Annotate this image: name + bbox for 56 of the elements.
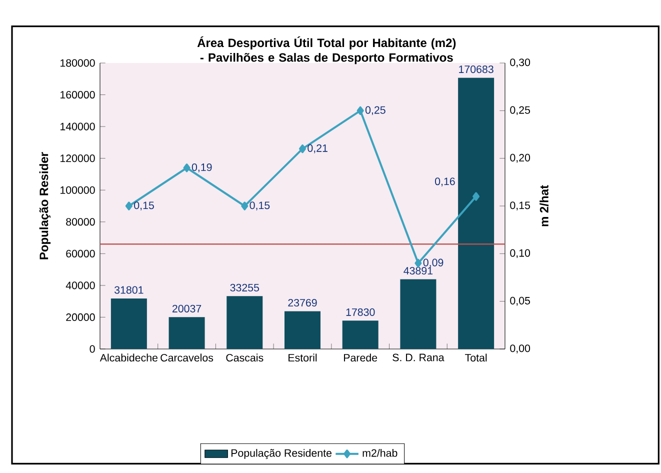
y2-axis-title: m 2/hat bbox=[540, 185, 549, 226]
y-tick-label: 80000 bbox=[66, 218, 95, 226]
point bbox=[298, 144, 306, 154]
bar bbox=[284, 311, 320, 349]
bar bbox=[400, 279, 436, 349]
x-tick-label: Parede bbox=[344, 354, 378, 362]
legend-label: m2/hab bbox=[362, 448, 398, 457]
x-tick-label: Alcabideche bbox=[100, 354, 158, 362]
y-tick-label: 100000 bbox=[60, 186, 95, 194]
y-tick-label: 60000 bbox=[66, 250, 95, 258]
y-axis-title: População Resider bbox=[39, 152, 51, 260]
bar bbox=[342, 320, 378, 349]
y2-tick-label: 0,30 bbox=[510, 58, 530, 68]
point bbox=[125, 202, 132, 210]
bar bbox=[226, 296, 263, 349]
y-tick-label: 120000 bbox=[60, 154, 95, 162]
y2-tick-label: 0,00 bbox=[510, 344, 530, 354]
data-label: 0,19 bbox=[192, 163, 212, 172]
data-label: 43891 bbox=[404, 266, 433, 275]
point bbox=[472, 192, 480, 201]
bar bbox=[110, 298, 147, 349]
y-tick-label: 40000 bbox=[66, 282, 95, 290]
data-label: 20037 bbox=[172, 304, 202, 312]
y-tick-label: 180000 bbox=[60, 59, 95, 67]
y2-tick-label: 0,10 bbox=[510, 249, 530, 258]
bar bbox=[168, 317, 205, 349]
data-label: 0,15 bbox=[250, 202, 270, 210]
data-label: 17830 bbox=[346, 308, 375, 316]
y2-tick-label: 0,20 bbox=[510, 154, 530, 163]
y2-tick-label: 0,15 bbox=[510, 202, 530, 210]
y2-tick-label: 0,25 bbox=[510, 106, 530, 116]
point bbox=[356, 106, 364, 115]
y-tick-label: 140000 bbox=[60, 122, 95, 130]
data-label: 0,15 bbox=[134, 202, 154, 210]
legend-label: População Residente bbox=[231, 448, 332, 459]
data-label: 0,09 bbox=[423, 258, 444, 268]
x-tick-label: Total bbox=[465, 354, 487, 362]
chart-title: Área Desportiva Útil Total por Habitante (m2) - Pavilhões e Salas de Desporto Formativos bbox=[197, 36, 456, 64]
data-label: 23769 bbox=[288, 298, 317, 307]
point bbox=[183, 164, 190, 172]
bar bbox=[458, 78, 494, 349]
data-label: 0,25 bbox=[365, 106, 386, 116]
y-tick-label: 160000 bbox=[60, 90, 95, 99]
x-tick-label: Cascais bbox=[226, 354, 264, 362]
y2-tick-label: 0,05 bbox=[510, 296, 530, 306]
x-tick-label: Carcavelos bbox=[160, 354, 214, 362]
data-label: 31801 bbox=[114, 286, 144, 294]
y-tick-label: 20000 bbox=[66, 313, 95, 321]
y-tick-label: 0 bbox=[90, 345, 95, 353]
data-label: 0,16 bbox=[435, 178, 455, 186]
point bbox=[241, 202, 248, 210]
data-label: 33255 bbox=[230, 284, 260, 292]
data-label: 0,21 bbox=[308, 144, 328, 154]
data-label: 170683 bbox=[459, 66, 494, 74]
x-tick-label: S. D. Rana bbox=[392, 354, 444, 362]
x-tick-label: Estoril bbox=[288, 354, 317, 362]
